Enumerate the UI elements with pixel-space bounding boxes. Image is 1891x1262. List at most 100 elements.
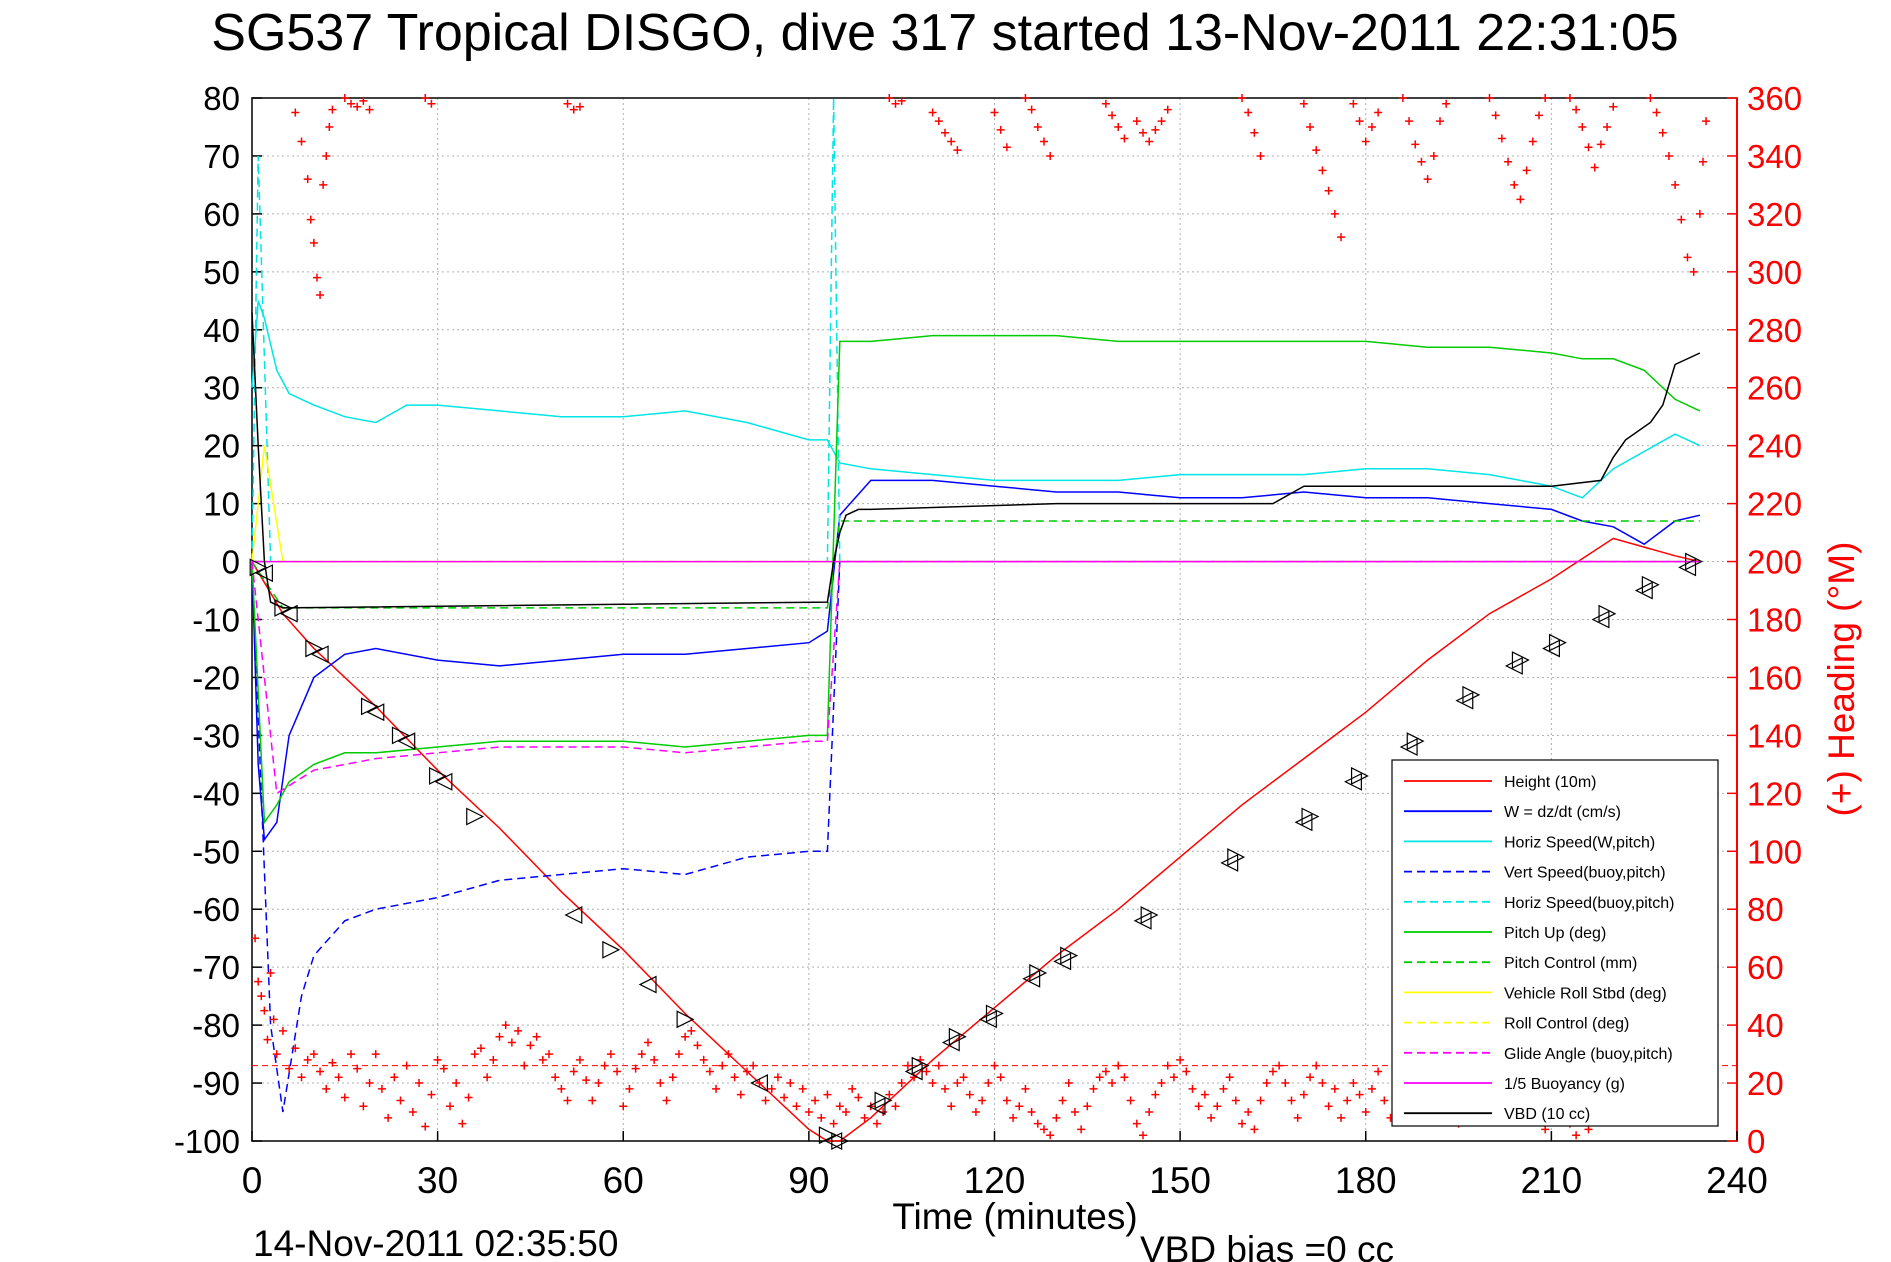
heading-point (1182, 1067, 1191, 1076)
heading-point (786, 1079, 795, 1088)
heading-point (743, 1067, 751, 1076)
triangle-marker (1641, 575, 1660, 594)
heading-point (1040, 1125, 1048, 1134)
heading-point (1664, 151, 1673, 160)
heading-point (272, 1050, 281, 1059)
triangle-marker (1598, 604, 1617, 623)
triangle-marker (360, 697, 379, 716)
triangle-marker (1133, 911, 1152, 930)
heading-point (619, 1102, 628, 1111)
heading-point (1702, 117, 1711, 126)
heading-point (1380, 1096, 1389, 1105)
heading-point (1510, 180, 1519, 189)
heading-point (897, 96, 906, 105)
heading-point (811, 1096, 820, 1105)
triangle-marker (564, 906, 583, 924)
heading-point (798, 1084, 807, 1093)
heading-point (928, 1079, 937, 1088)
triangle-marker (279, 604, 298, 623)
triangle-marker (676, 1010, 695, 1029)
y-tick-label-right: 200 (1747, 544, 1802, 581)
heading-point (1002, 143, 1011, 152)
triangle-marker (1542, 639, 1560, 658)
heading-point (953, 146, 962, 155)
heading-point (402, 1061, 411, 1070)
y-tick-label-right: 60 (1747, 949, 1784, 986)
heading-point (359, 96, 368, 105)
x-tick-label: 30 (417, 1160, 458, 1201)
heading-point (415, 1079, 424, 1088)
heading-point (538, 1055, 547, 1064)
heading-point (1275, 1061, 1284, 1070)
heading-point (1658, 128, 1667, 137)
x-axis-tick-labels: 0 30 60 90 120 150 180 210 240 (242, 1160, 1768, 1201)
heading-point (1698, 157, 1707, 166)
heading-point (1108, 111, 1117, 120)
heading-point (1064, 1079, 1073, 1088)
heading-point (575, 102, 584, 111)
footer-vbd-bias: VBD bias =0 cc (1140, 1229, 1394, 1262)
heading-point (1108, 1079, 1117, 1088)
heading-point (650, 1055, 659, 1064)
x-tick-label: 240 (1706, 1160, 1768, 1201)
heading-point (1683, 253, 1692, 262)
y-tick-label-left: -10 (192, 602, 240, 639)
heading-point (606, 1050, 615, 1059)
triangle-marker (1022, 969, 1041, 988)
heading-point (1565, 94, 1574, 102)
heading-point (1287, 1096, 1296, 1105)
heading-point (941, 128, 949, 137)
heading-point (631, 1064, 640, 1073)
heading-point (891, 1102, 900, 1111)
heading-point (1126, 1096, 1135, 1105)
heading-point (1578, 122, 1587, 131)
heading-point (1671, 180, 1680, 189)
heading-point (316, 1067, 325, 1076)
heading-point (600, 1061, 609, 1070)
heading-point (1213, 1102, 1222, 1111)
heading-point (1151, 125, 1160, 134)
chart-title: SG537 Tropical DISGO, dive 317 started 1… (211, 4, 1678, 62)
heading-point (1194, 1102, 1203, 1111)
heading-point (1504, 157, 1513, 166)
heading-point (1015, 1102, 1024, 1111)
heading-point (557, 1084, 566, 1093)
heading-point (792, 1102, 801, 1111)
y-tick-label-left: -30 (192, 717, 240, 754)
heading-point (1046, 1131, 1055, 1140)
heading-point (637, 1050, 646, 1059)
heading-point (1033, 122, 1042, 131)
heading-point (848, 1084, 857, 1093)
heading-point (835, 1102, 844, 1111)
heading-point (1541, 1125, 1550, 1134)
heading-point (371, 1050, 380, 1059)
heading-point (724, 1050, 733, 1059)
y-tick-label-left: 0 (222, 544, 240, 581)
heading-point (1361, 1108, 1370, 1117)
triangle-marker (1511, 651, 1530, 670)
heading-point (1163, 1061, 1172, 1070)
heading-point (325, 122, 334, 131)
series-line (251, 334, 1701, 825)
heading-point (476, 1044, 485, 1053)
x-tick-label: 90 (788, 1160, 829, 1201)
heading-point (1231, 1096, 1240, 1105)
y-tick-label-right: 260 (1747, 370, 1802, 407)
heading-point (1417, 157, 1426, 166)
heading-point (1572, 105, 1581, 114)
heading-point (885, 1090, 894, 1099)
heading-point (569, 1067, 578, 1076)
heading-point (328, 105, 337, 114)
heading-point (1646, 94, 1655, 102)
y-tick-label-left: -40 (192, 775, 240, 812)
heading-point (384, 1113, 393, 1122)
triangle-marker (434, 772, 453, 791)
heading-point (656, 1079, 665, 1088)
y-tick-label-right: 340 (1747, 138, 1802, 175)
heading-point (971, 1108, 980, 1117)
heading-point (526, 1041, 535, 1050)
triangle-marker (249, 558, 268, 577)
x-tick-label: 180 (1335, 1160, 1397, 1201)
x-tick-label: 150 (1149, 1160, 1211, 1201)
x-tick-label: 210 (1521, 1160, 1583, 1201)
